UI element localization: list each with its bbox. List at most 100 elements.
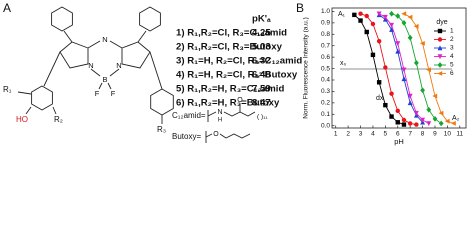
- bond: [107, 82, 112, 90]
- bond: [219, 133, 251, 139]
- marker: [432, 116, 438, 122]
- legend-label: 5: [450, 62, 454, 69]
- atom-label: N: [116, 61, 121, 70]
- marker: [389, 10, 394, 17]
- marker: [370, 52, 376, 58]
- y-tick-label: 0.6: [321, 54, 330, 61]
- pka-value: 4.25: [252, 28, 271, 39]
- structure: [17, 6, 174, 124]
- marker: [395, 41, 401, 47]
- marker: [420, 87, 425, 94]
- marker: [389, 22, 394, 28]
- bond: [87, 40, 101, 49]
- y-tick-label: 0.7: [321, 42, 330, 49]
- x-tick-label: 6: [396, 131, 400, 138]
- bond: [109, 40, 123, 49]
- marker: [389, 27, 394, 32]
- bond: [149, 51, 163, 90]
- marker: [352, 12, 357, 18]
- x-tick-label: 11: [456, 131, 463, 138]
- y-tick-label: 1.0: [321, 8, 330, 15]
- figure: A N N N B F F R₁ HO R₂ R₃ pK'ₐ 1) R₁,R₂=…: [3, 1, 467, 146]
- atom-label: O: [237, 97, 243, 104]
- x-tick-label: 10: [444, 131, 452, 138]
- marker: [376, 11, 382, 17]
- pka-value: 6.32: [252, 56, 271, 67]
- atom-label: F: [95, 89, 100, 98]
- marker: [401, 67, 407, 73]
- pyrrole: [59, 41, 89, 69]
- ring: [150, 88, 174, 116]
- bond: [205, 133, 213, 138]
- x-tick-label: 8: [421, 131, 425, 138]
- legend-marker: [437, 28, 443, 34]
- atom-label: R₁: [3, 85, 12, 94]
- marker: [407, 100, 413, 106]
- atom-label: F: [111, 89, 116, 98]
- marker: [370, 21, 376, 27]
- y-tick-label: 0.5: [321, 65, 330, 72]
- annotation: x₀: [340, 60, 347, 67]
- marker: [451, 121, 456, 126]
- legend-label: 3: [450, 45, 454, 52]
- legend-marker: [437, 62, 443, 68]
- marker: [432, 93, 438, 99]
- y-tick-label: 0.9: [321, 20, 330, 27]
- compound-label: 6) R₁,R₂=H, R₃=Butoxy: [176, 98, 280, 109]
- x-tick-label: 9: [433, 131, 437, 138]
- compound-label: 1) R₁,R₂=Cl, R₃=C₁₂amid: [176, 28, 287, 39]
- y-axis-label: Norm. Fluorescence Intensity (a.u.): [303, 17, 310, 119]
- series-line: [360, 13, 417, 126]
- marker: [376, 80, 382, 85]
- marker: [364, 29, 369, 35]
- marker: [426, 106, 432, 113]
- panel-label: A: [3, 1, 11, 15]
- y-tick-label: 0.3: [321, 88, 330, 95]
- legend-label: 1: [450, 28, 454, 35]
- marker: [413, 23, 419, 29]
- marker: [395, 13, 401, 19]
- ring: [51, 6, 73, 32]
- marker: [438, 110, 444, 116]
- legend-marker: [437, 71, 443, 76]
- x-tick-label: 7: [408, 131, 412, 138]
- plot: 0.00.10.20.30.40.50.60.70.80.91.01 2 3 4 5 6 7…: [321, 7, 467, 138]
- substituent: [205, 104, 256, 143]
- marker: [401, 76, 407, 82]
- bond: [90, 68, 101, 77]
- marker: [382, 14, 388, 20]
- pka-value: 6.48: [252, 70, 271, 81]
- bond: [109, 68, 120, 77]
- page: A N N N B F F R₁ HO R₂ R₃ pK'ₐ 1) R₁,R₂=…: [3, 1, 467, 146]
- marker: [358, 11, 363, 16]
- marker: [426, 121, 432, 127]
- marker: [364, 13, 369, 19]
- marker: [395, 120, 400, 125]
- legend-marker: [437, 54, 443, 60]
- atom-label: ( )₁₁: [257, 114, 268, 121]
- marker: [407, 34, 413, 41]
- substituent-label: Butoxy=: [172, 132, 201, 141]
- marker: [414, 122, 419, 127]
- x-tick-label: 3: [359, 131, 363, 138]
- plot-frame: [331, 7, 467, 129]
- legend-label: 2: [450, 36, 454, 43]
- compound-label: 3) R₁=H, R₂=Cl, R₃=C₁₂amid: [176, 56, 302, 67]
- x-tick-label: 1: [334, 131, 338, 138]
- atom-label: R₃: [157, 125, 166, 134]
- ring: [31, 85, 53, 111]
- bond: [43, 51, 61, 87]
- marker: [407, 14, 413, 20]
- x-tick-label: 2: [346, 131, 350, 138]
- legend-label: 6: [450, 70, 454, 77]
- x-tick-label: 5: [384, 131, 388, 138]
- annotation: A₂: [452, 115, 460, 122]
- bond: [223, 104, 241, 117]
- atom-label: HO: [16, 115, 28, 124]
- atom-label: B: [102, 75, 107, 84]
- atom-label: O: [213, 131, 219, 138]
- marker: [401, 122, 407, 127]
- atom-label: H: [218, 118, 222, 124]
- pyrrole: [121, 41, 151, 69]
- ring: [139, 6, 161, 32]
